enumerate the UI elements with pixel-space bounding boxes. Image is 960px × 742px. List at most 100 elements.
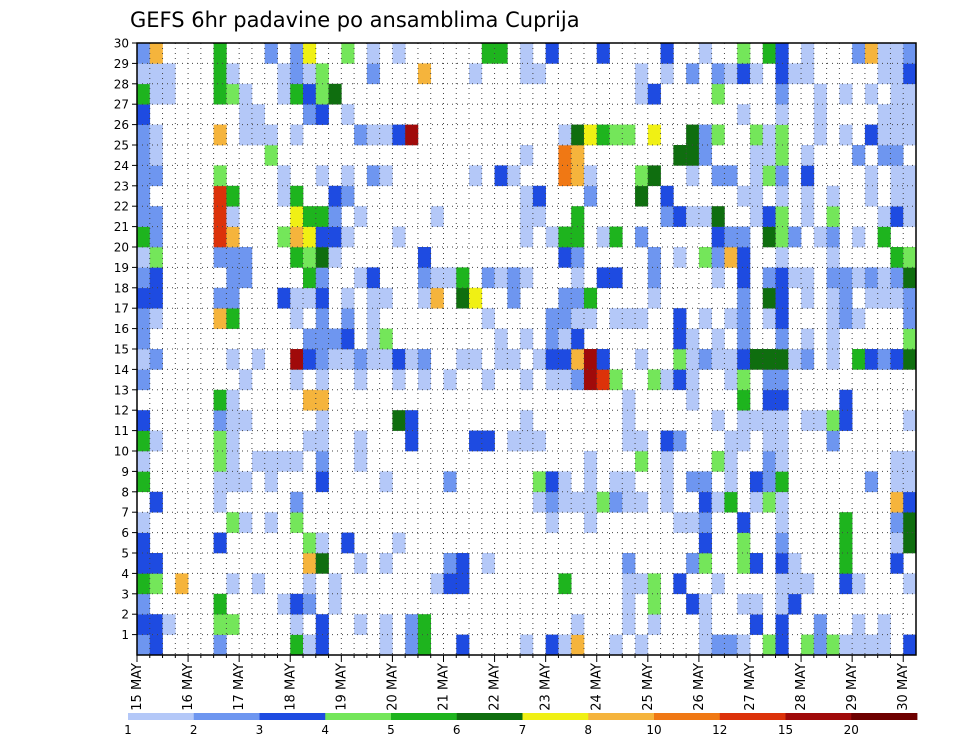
heatmap-cell xyxy=(762,226,776,248)
heatmap-cell xyxy=(724,634,738,656)
heatmap-cell xyxy=(417,634,432,656)
heatmap-cell xyxy=(239,471,253,493)
legend-label: 5 xyxy=(387,723,395,737)
heatmap-cell xyxy=(315,287,329,309)
heatmap-cell xyxy=(303,43,317,64)
legend-swatch xyxy=(785,713,852,720)
heatmap-cell xyxy=(801,267,815,289)
heatmap-cell xyxy=(826,634,840,656)
heatmap-cell xyxy=(724,308,738,329)
legend-swatch xyxy=(522,713,589,720)
heatmap-cell xyxy=(877,634,891,656)
heatmap-cell xyxy=(762,287,776,309)
heatmap-cell xyxy=(213,165,227,187)
heatmap-cell xyxy=(239,267,253,289)
heatmap-cell xyxy=(405,410,419,431)
heatmap-cell xyxy=(558,491,572,513)
heatmap-cell xyxy=(456,287,470,309)
heatmap-cell xyxy=(877,63,891,85)
heatmap-cell xyxy=(162,83,176,105)
heatmap-cell xyxy=(583,369,598,391)
y-tick-label: 6 xyxy=(121,526,129,540)
heatmap-cell xyxy=(264,451,278,472)
y-tick-label: 17 xyxy=(114,302,129,316)
heatmap-cell xyxy=(749,124,764,146)
heatmap-cell xyxy=(137,165,151,187)
heatmap-cell xyxy=(877,267,891,289)
heatmap-cell xyxy=(226,267,240,289)
heatmap-cell xyxy=(698,145,712,166)
heatmap-cell xyxy=(877,614,891,635)
heatmap-cell xyxy=(864,267,878,289)
heatmap-cell xyxy=(749,165,764,187)
legend-label: 1 xyxy=(124,723,132,737)
heatmap-cell xyxy=(545,634,559,656)
heatmap-cell xyxy=(813,104,827,125)
heatmap-cell xyxy=(290,349,304,370)
heatmap-cell xyxy=(532,430,546,452)
heatmap-cell xyxy=(852,145,866,166)
heatmap-cell xyxy=(507,165,521,187)
heatmap-cell xyxy=(890,206,904,227)
heatmap-cell xyxy=(520,145,534,166)
heatmap-cell xyxy=(647,287,661,309)
heatmap-cell xyxy=(379,165,393,187)
heatmap-cell xyxy=(456,349,470,370)
heatmap-cell xyxy=(647,124,661,146)
heatmap-cell xyxy=(494,43,508,64)
heatmap-cell xyxy=(532,471,546,493)
heatmap-cell xyxy=(686,369,700,391)
heatmap-cell xyxy=(239,83,253,105)
heatmap-cell xyxy=(315,226,329,248)
heatmap-cell xyxy=(137,634,151,656)
heatmap-cell xyxy=(290,63,304,85)
heatmap-cell xyxy=(839,532,853,554)
heatmap-cell xyxy=(826,308,840,329)
heatmap-cell xyxy=(226,410,240,431)
heatmap-cell xyxy=(801,410,815,431)
heatmap-cell xyxy=(571,634,585,656)
heatmap-cell xyxy=(737,104,751,125)
heatmap-cell xyxy=(341,308,355,329)
legend-label: 3 xyxy=(256,723,264,737)
heatmap-cell xyxy=(903,206,917,227)
heatmap-cell xyxy=(481,308,495,329)
heatmap-cell xyxy=(303,389,317,411)
heatmap-cell xyxy=(239,512,253,533)
heatmap-cell xyxy=(149,614,163,635)
heatmap-cell xyxy=(903,83,917,105)
heatmap-cell xyxy=(571,369,585,391)
heatmap-cell xyxy=(315,451,329,472)
heatmap-cell xyxy=(775,328,789,350)
heatmap-cell xyxy=(469,287,483,309)
heatmap-cell xyxy=(903,267,917,289)
heatmap-cell xyxy=(264,124,278,146)
y-tick-label: 13 xyxy=(114,383,129,397)
heatmap-cell xyxy=(303,430,317,452)
heatmap-cell xyxy=(379,287,393,309)
heatmap-cell xyxy=(226,614,240,635)
heatmap-cell xyxy=(903,328,917,350)
heatmap-cell xyxy=(251,124,265,146)
heatmap-cell xyxy=(724,451,738,472)
heatmap-cell xyxy=(852,267,866,289)
heatmap-cell xyxy=(775,104,789,125)
heatmap-cell xyxy=(698,532,712,554)
heatmap-cell xyxy=(622,491,636,513)
heatmap-cell xyxy=(826,206,840,227)
x-tick-label: 28 MAY xyxy=(794,663,809,711)
heatmap-cell xyxy=(877,349,891,370)
heatmap-cell xyxy=(532,206,546,227)
heatmap-cell xyxy=(609,634,623,656)
heatmap-cell xyxy=(354,614,368,635)
x-tick-label: 15 MAY xyxy=(130,663,145,711)
heatmap-cell xyxy=(877,145,891,166)
heatmap-cell xyxy=(520,369,534,391)
heatmap-cell xyxy=(673,308,687,329)
heatmap-cell xyxy=(737,185,751,207)
heatmap-cell xyxy=(277,165,291,187)
heatmap-cell xyxy=(890,247,904,268)
heatmap-cell xyxy=(903,308,917,329)
y-tick-label: 1 xyxy=(121,628,129,642)
